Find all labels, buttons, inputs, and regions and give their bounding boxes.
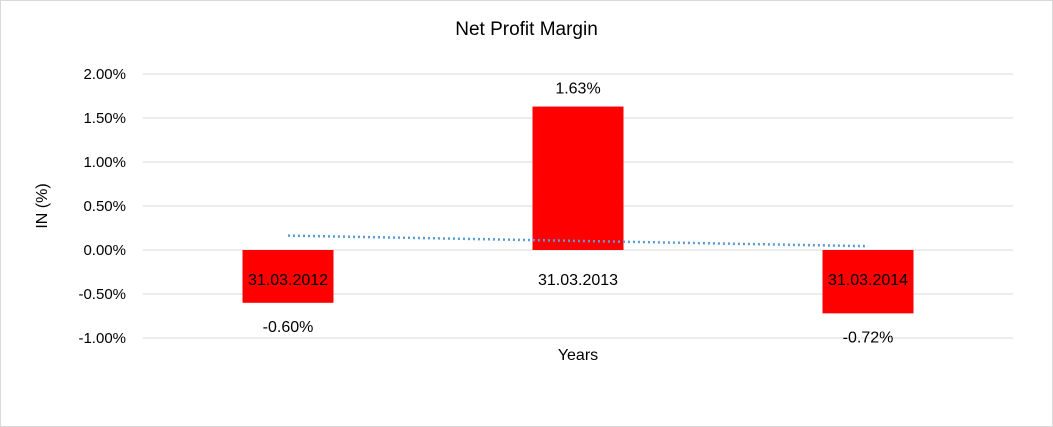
y-tick-label: 2.00% <box>83 66 126 83</box>
data-label: -0.72% <box>843 329 894 346</box>
y-tick-label: 1.00% <box>83 154 126 171</box>
chart-title: Net Profit Margin <box>455 19 598 40</box>
trendline <box>287 234 869 248</box>
y-tick-label: 1.50% <box>83 110 126 127</box>
y-tick-label: -0.50% <box>78 286 126 303</box>
bar <box>242 250 334 303</box>
y-tick-label: 0.50% <box>83 198 126 215</box>
x-category-label: 31.03.2012 <box>248 272 328 289</box>
y-tick-label: 0.00% <box>83 242 126 259</box>
x-category-label: 31.03.2014 <box>828 272 908 289</box>
data-label: -0.60% <box>263 319 314 336</box>
bar <box>822 250 914 314</box>
data-label: 1.63% <box>555 81 600 98</box>
bar <box>532 106 624 250</box>
x-category-label: 31.03.2013 <box>538 272 618 289</box>
y-tick-label: -1.00% <box>78 330 126 347</box>
y-axis-title: IN (%) <box>34 183 51 228</box>
x-axis-title: Years <box>558 347 598 364</box>
